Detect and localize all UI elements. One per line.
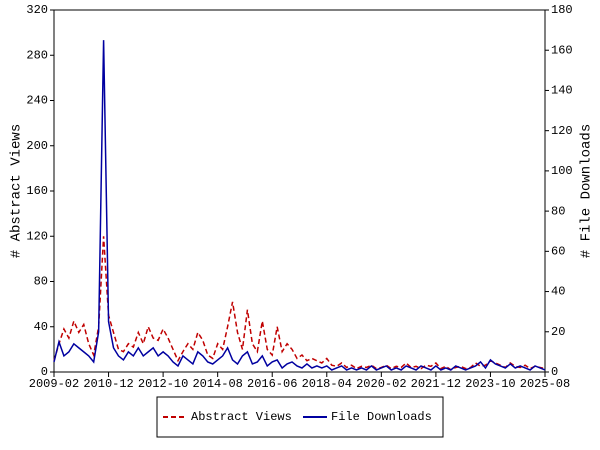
plot-frame	[53, 9, 546, 373]
x-tick-label: 2021-12	[411, 377, 461, 391]
y2-tick-label: 140	[551, 84, 573, 98]
y2-tick-label: 60	[551, 245, 565, 259]
x-tick-label: 2025-08	[520, 377, 570, 391]
y-tick-label: 200	[26, 139, 48, 153]
legend-box	[156, 396, 444, 438]
y-tick-label: 280	[26, 48, 48, 62]
x-tick-label: 2012-10	[138, 377, 188, 391]
series-line	[53, 236, 546, 371]
y2-tick-label: 180	[551, 3, 573, 17]
legend-label: File Downloads	[331, 410, 432, 424]
y-tick-label: 160	[26, 184, 48, 198]
y-tick-label: 80	[34, 275, 48, 289]
legend-label: Abstract Views	[191, 410, 292, 424]
x-tick-label: 2014-08	[192, 377, 242, 391]
y2-tick-label: 20	[551, 325, 565, 339]
y-tick-label: 240	[26, 94, 48, 108]
y-axis-title: # Abstract Views	[9, 124, 25, 258]
x-tick-label: 2020-02	[356, 377, 406, 391]
y-tick-label: 320	[26, 3, 48, 17]
y2-axis-title: # File Downloads	[579, 124, 595, 258]
y-tick-label: 120	[26, 229, 48, 243]
x-tick-label: 2018-04	[302, 377, 352, 391]
series-line	[53, 40, 546, 371]
x-tick-label: 2009-02	[29, 377, 79, 391]
x-tick-label: 2016-06	[247, 377, 297, 391]
y-tick-label: 0	[41, 365, 48, 379]
y-tick-label: 40	[34, 320, 48, 334]
y2-tick-label: 160	[551, 43, 573, 57]
y2-tick-label: 0	[551, 365, 558, 379]
y2-tick-label: 100	[551, 164, 573, 178]
x-tick-label: 2010-12	[83, 377, 133, 391]
x-tick-label: 2023-10	[465, 377, 515, 391]
y2-tick-label: 80	[551, 204, 565, 218]
y2-tick-label: 120	[551, 124, 573, 138]
y2-tick-label: 40	[551, 285, 565, 299]
